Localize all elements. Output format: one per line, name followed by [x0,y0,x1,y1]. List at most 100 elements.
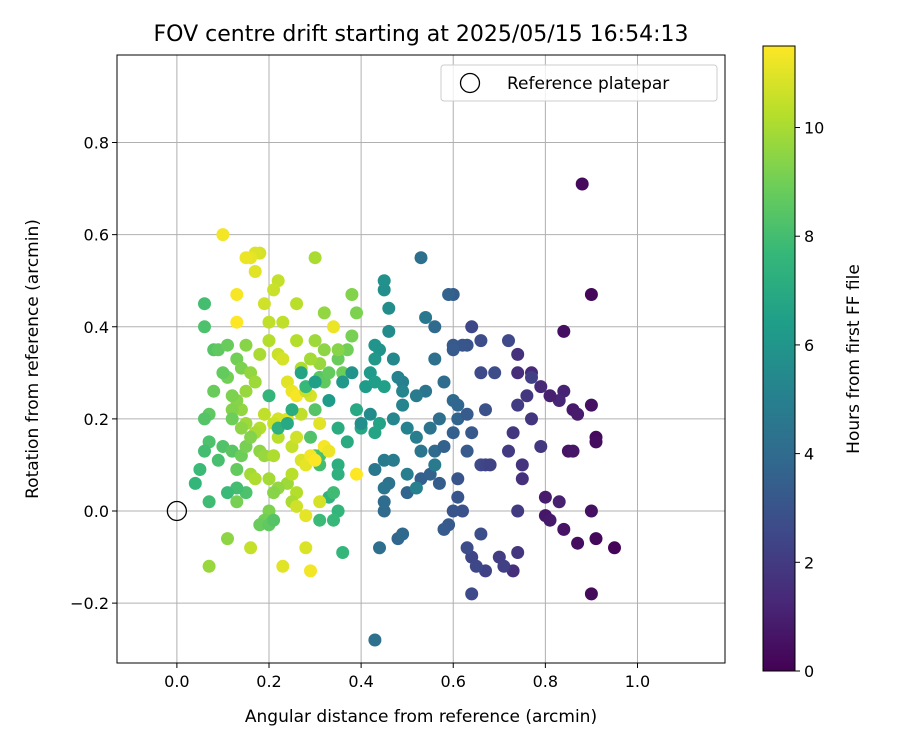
data-point [584,398,598,412]
data-point [350,467,363,481]
legend-box [440,64,718,102]
data-point [465,426,479,440]
data-point [221,532,234,546]
data-point [377,453,391,467]
data-point [414,444,428,458]
data-point [207,384,221,398]
data-point [460,407,474,421]
data-point [396,398,410,412]
data-point [304,352,317,366]
reference-marker [166,500,188,522]
data-point [280,417,294,430]
data-point [253,347,267,361]
data-point [308,375,322,389]
data-point [221,486,234,500]
data-point [543,389,557,403]
data-point [437,522,451,536]
data-point [538,490,552,504]
data-point [400,421,414,435]
colorbar-bar [762,45,796,672]
data-point [368,633,382,647]
data-point [534,380,548,394]
data-point [368,338,382,352]
x-tick-label: 0.0 [164,672,189,691]
data-point [313,513,327,527]
data-point [267,486,281,500]
data-point [377,380,391,394]
data-point [520,389,534,403]
y-tick-label: 0.2 [84,410,109,429]
data-point [589,435,603,449]
data-point [308,251,322,265]
data-point [331,458,345,472]
data-point [276,315,290,329]
data-point [386,352,400,366]
data-point [511,546,525,559]
data-point [239,338,253,352]
data-point [285,403,299,417]
data-point [469,559,483,573]
data-point [331,467,345,481]
data-point [608,541,621,555]
data-point [515,472,529,486]
data-point [239,251,253,265]
data-point [382,324,396,338]
data-point [345,288,359,301]
data-point [308,334,322,348]
data-point [451,472,465,486]
data-point [446,504,460,518]
data-point [216,228,230,242]
data-point [391,370,405,384]
data-point [285,467,299,481]
data-point [456,504,469,518]
data-point [230,463,244,476]
x-tick-label: 0.4 [348,672,373,691]
data-point [525,370,538,384]
data-point [511,504,525,518]
data-point [409,481,423,495]
data-point [488,366,502,380]
data-point [368,463,382,476]
data-point [437,375,451,389]
data-point [515,458,529,472]
chart-title: FOV centre drift starting at 2025/05/15 … [154,22,689,47]
x-axis-label: Angular distance from reference (arcmin) [245,707,597,727]
colorbar-tick-label: 4 [804,445,814,464]
data-point [290,334,304,348]
data-point [304,430,317,444]
data-point [396,384,410,398]
plot-frame [116,54,726,664]
data-point [257,449,271,463]
data-point [354,417,368,430]
data-point [331,421,345,435]
data-point [584,587,598,601]
colorbar-tick-label: 2 [804,553,814,572]
data-point [262,334,276,348]
data-point [340,435,354,449]
data-point [327,486,340,500]
data-point [244,430,258,444]
data-point [474,366,488,380]
data-points [188,177,621,647]
data-point [382,301,396,315]
data-point [414,251,428,265]
data-point [244,541,258,555]
data-point [327,320,340,334]
data-point [428,352,442,366]
colorbar: 0 2 4 6 8 10 Hours from first FF file [762,45,864,681]
data-point [248,472,262,486]
data-point [336,366,350,380]
data-point [543,513,557,527]
colorbar-tick-label: 0 [804,662,814,681]
data-point [377,495,391,509]
data-point [474,527,488,541]
data-point [589,532,603,546]
colorbar-tick-label: 6 [804,336,814,355]
x-tick-label: 0.8 [533,672,558,691]
data-point [479,403,492,417]
data-point [257,407,271,421]
data-point [451,490,465,504]
data-point [230,288,244,301]
data-point [276,559,290,573]
